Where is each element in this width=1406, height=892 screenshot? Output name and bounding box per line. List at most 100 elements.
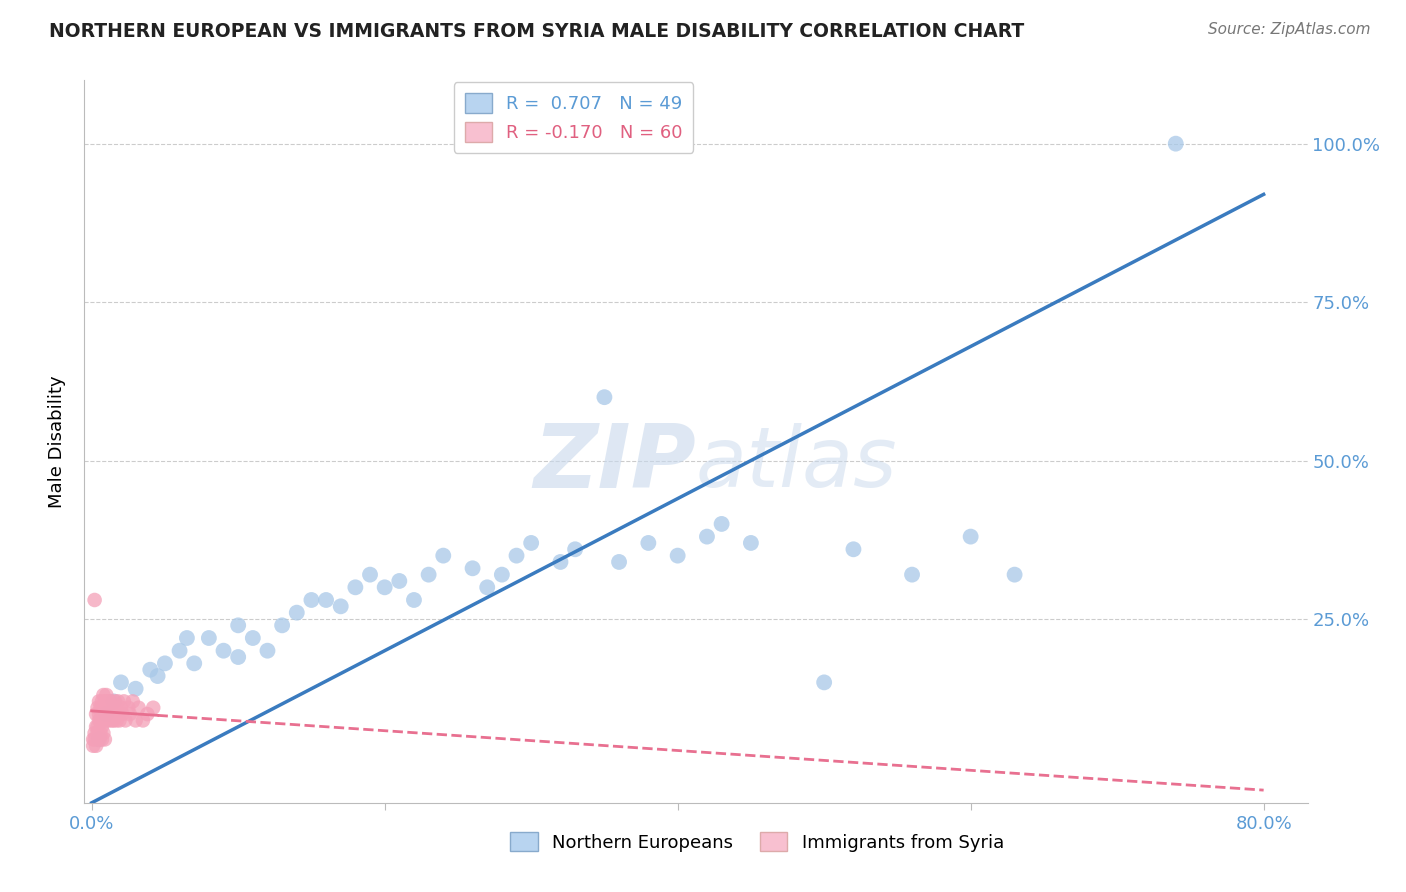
Point — [696, 530, 718, 544]
Point — [91, 694, 114, 708]
Point — [842, 542, 865, 557]
Point — [101, 714, 124, 728]
Point — [271, 618, 294, 632]
Point — [139, 663, 162, 677]
Y-axis label: Male Disability: Male Disability — [48, 376, 66, 508]
Point — [96, 714, 118, 728]
Point — [97, 707, 120, 722]
Point — [86, 726, 108, 740]
Point — [93, 726, 115, 740]
Point — [285, 606, 308, 620]
Point — [299, 593, 322, 607]
Point — [344, 580, 367, 594]
Point — [520, 536, 543, 550]
Point — [107, 694, 129, 708]
Point — [84, 720, 107, 734]
Legend: Northern Europeans, Immigrants from Syria: Northern Europeans, Immigrants from Syri… — [503, 824, 1011, 859]
Point — [124, 714, 146, 728]
Point — [87, 732, 110, 747]
Point — [86, 720, 108, 734]
Point — [87, 732, 110, 747]
Point — [461, 561, 484, 575]
Point — [740, 536, 762, 550]
Point — [128, 700, 150, 714]
Point — [98, 714, 121, 728]
Point — [666, 549, 689, 563]
Point — [329, 599, 352, 614]
Point — [505, 549, 527, 563]
Point — [83, 593, 105, 607]
Point — [104, 694, 127, 708]
Point — [82, 739, 104, 753]
Point — [105, 714, 128, 728]
Point — [117, 700, 139, 714]
Point — [100, 694, 122, 708]
Point — [114, 714, 136, 728]
Point — [1164, 136, 1187, 151]
Point — [98, 700, 121, 714]
Point — [96, 700, 118, 714]
Point — [107, 707, 129, 722]
Point — [87, 714, 110, 728]
Point — [359, 567, 381, 582]
Point — [97, 694, 120, 708]
Point — [94, 694, 117, 708]
Point — [104, 707, 127, 722]
Point — [710, 516, 733, 531]
Text: NORTHERN EUROPEAN VS IMMIGRANTS FROM SYRIA MALE DISABILITY CORRELATION CHART: NORTHERN EUROPEAN VS IMMIGRANTS FROM SYR… — [49, 22, 1025, 41]
Point — [110, 675, 132, 690]
Point — [176, 631, 198, 645]
Point — [315, 593, 337, 607]
Point — [103, 714, 125, 728]
Point — [132, 714, 155, 728]
Point — [212, 643, 235, 657]
Point — [84, 707, 107, 722]
Point — [550, 555, 572, 569]
Point — [93, 714, 115, 728]
Text: Source: ZipAtlas.com: Source: ZipAtlas.com — [1208, 22, 1371, 37]
Point — [183, 657, 205, 671]
Point — [91, 732, 114, 747]
Point — [901, 567, 924, 582]
Point — [101, 700, 124, 714]
Point — [169, 643, 191, 657]
Point — [96, 707, 118, 722]
Point — [242, 631, 264, 645]
Point — [118, 707, 141, 722]
Point — [89, 714, 111, 728]
Point — [87, 694, 110, 708]
Point — [103, 700, 125, 714]
Point — [100, 707, 122, 722]
Point — [93, 700, 115, 714]
Point — [593, 390, 616, 404]
Point — [110, 700, 132, 714]
Point — [108, 714, 131, 728]
Point — [142, 700, 165, 714]
Point — [491, 567, 513, 582]
Point — [477, 580, 499, 594]
Point — [89, 726, 111, 740]
Point — [103, 694, 125, 708]
Point — [226, 618, 249, 632]
Point — [136, 707, 159, 722]
Point — [256, 643, 278, 657]
Point — [153, 657, 176, 671]
Point — [146, 669, 169, 683]
Point — [226, 650, 249, 665]
Point — [82, 732, 104, 747]
Point — [121, 694, 143, 708]
Point — [86, 700, 108, 714]
Point — [432, 549, 454, 563]
Point — [87, 707, 110, 722]
Point — [813, 675, 835, 690]
Point — [607, 555, 630, 569]
Text: ZIP: ZIP — [533, 420, 696, 507]
Point — [111, 707, 134, 722]
Point — [388, 574, 411, 588]
Text: atlas: atlas — [696, 423, 897, 504]
Point — [91, 720, 114, 734]
Point — [83, 726, 105, 740]
Point — [112, 694, 135, 708]
Point — [637, 536, 659, 550]
Point — [96, 688, 118, 702]
